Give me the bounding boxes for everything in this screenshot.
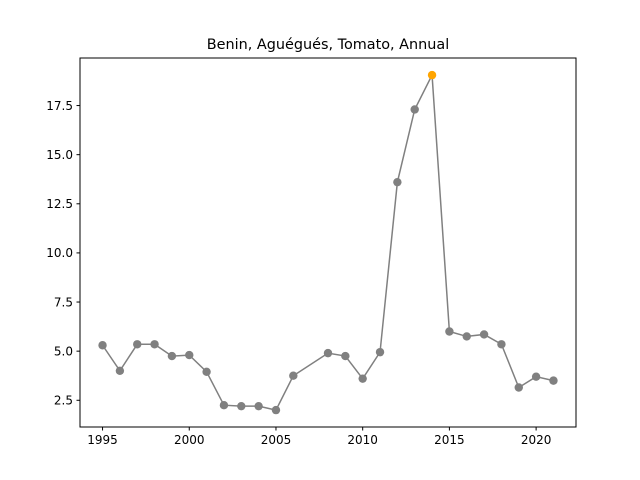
x-tick-label: 1995 xyxy=(87,433,118,447)
x-axis: 1995 2000 2005 2010 2015 2020 xyxy=(87,427,551,447)
data-point xyxy=(531,372,541,381)
x-tick-label: 2010 xyxy=(347,433,378,447)
data-point xyxy=(514,383,523,392)
data-point xyxy=(393,177,402,187)
data-point xyxy=(375,347,385,357)
plot-area xyxy=(98,70,558,415)
data-point xyxy=(150,340,159,349)
data-point xyxy=(219,400,229,410)
data-point xyxy=(185,350,194,360)
y-tick-label: 2.5 xyxy=(54,394,73,408)
data-point xyxy=(271,405,281,415)
data-point xyxy=(254,401,263,411)
data-point xyxy=(462,332,471,341)
data-point xyxy=(549,376,558,385)
data-point xyxy=(167,351,177,361)
data-point xyxy=(358,374,367,383)
y-tick-label: 12.5 xyxy=(46,197,73,211)
y-tick-label: 7.5 xyxy=(54,295,73,309)
data-point xyxy=(115,366,125,376)
x-tick-label: 2005 xyxy=(261,433,292,447)
data-point xyxy=(479,330,489,339)
y-tick-label: 10.0 xyxy=(46,246,73,260)
axes-frame xyxy=(79,57,577,428)
data-point xyxy=(341,351,350,361)
x-tick-label: 2015 xyxy=(434,433,465,447)
data-point xyxy=(289,371,298,380)
y-tick-label: 17.5 xyxy=(46,99,73,113)
data-point xyxy=(133,340,142,349)
x-tick-label: 2000 xyxy=(174,433,205,447)
data-point xyxy=(445,327,454,336)
data-point xyxy=(497,340,506,349)
data-point xyxy=(237,401,246,411)
y-tick-label: 15.0 xyxy=(46,148,73,162)
y-axis: 2.5 5.0 7.5 10.0 12.5 15.0 17.5 xyxy=(46,99,80,408)
highlight-point xyxy=(427,70,437,80)
data-point xyxy=(410,105,419,114)
data-point xyxy=(323,348,333,358)
chart-title: Benin, Aguégués, Tomato, Annual xyxy=(207,37,449,53)
data-point xyxy=(202,367,211,376)
y-tick-label: 5.0 xyxy=(54,344,73,358)
data-point xyxy=(98,341,107,350)
x-tick-label: 2020 xyxy=(521,433,552,447)
